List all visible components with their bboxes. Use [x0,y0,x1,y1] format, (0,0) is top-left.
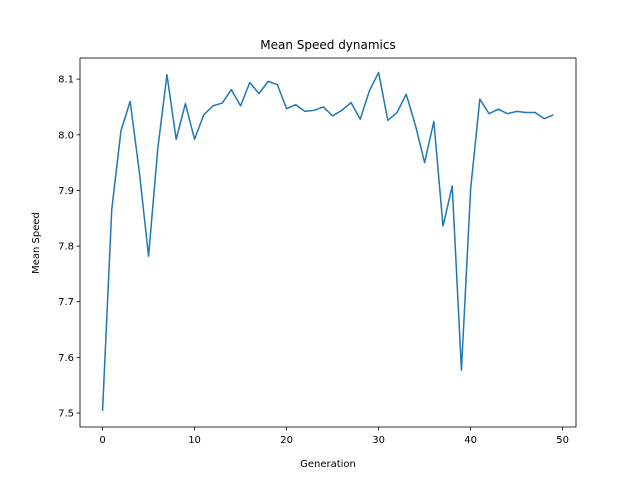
y-tick-label: 7.5 [58,409,74,420]
y-tick-label: 7.6 [58,353,74,364]
x-tick-label: 0 [99,435,105,446]
y-tick-label: 7.7 [58,297,74,308]
y-tick-label: 7.9 [58,186,74,197]
x-tick-label: 50 [556,435,569,446]
x-axis-label: Generation [300,459,356,470]
x-tick-label: 20 [280,435,293,446]
y-tick-label: 8.1 [58,75,74,86]
chart-title: Mean Speed dynamics [260,38,396,52]
y-axis-label: Mean Speed [31,212,42,274]
x-tick-label: 40 [464,435,477,446]
y-tick-label: 7.8 [58,242,74,253]
y-tick-label: 8.0 [58,130,74,141]
x-tick-label: 10 [188,435,201,446]
x-tick-label: 30 [372,435,385,446]
